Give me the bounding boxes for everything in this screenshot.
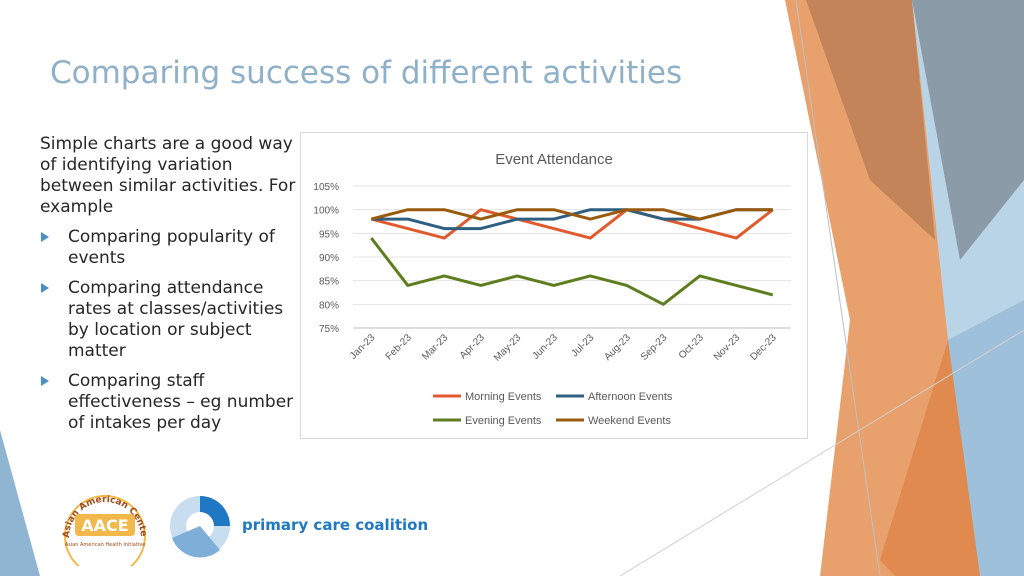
- x-tick-label: Feb-23: [384, 332, 414, 362]
- y-tick-label: 75%: [319, 324, 339, 335]
- series-line: [371, 208, 773, 231]
- slide-title: Comparing success of different activitie…: [50, 55, 683, 91]
- bullet-text: Comparing attendance rates at classes/ac…: [68, 278, 284, 361]
- bullet-item: Comparing staff effectiveness – eg numbe…: [40, 371, 298, 434]
- x-tick-label: Oct-23: [677, 332, 706, 361]
- legend-label: Morning Events: [465, 391, 542, 403]
- bullet-text: Comparing popularity of events: [68, 227, 275, 268]
- arrow-bullet-icon: [41, 376, 49, 386]
- bottom-thin-line: [619, 329, 1024, 576]
- y-tick-label: 85%: [319, 277, 339, 288]
- body-text: Simple charts are a good way of identify…: [40, 134, 298, 443]
- primary-care-coalition-logo-mark: [170, 496, 230, 558]
- x-tick-label: Sep-23: [639, 332, 670, 363]
- x-tick-label: Nov-23: [712, 332, 743, 363]
- x-tick-label: Apr-23: [458, 332, 487, 361]
- y-tick-label: 90%: [319, 253, 339, 264]
- legend-label: Weekend Events: [588, 415, 671, 427]
- x-tick-label: Mar-23: [420, 332, 450, 362]
- left-accent-shape: [0, 430, 40, 576]
- right-grey-panel: [912, 0, 1024, 260]
- aace-logo-subtext: Asian American Health Initiative: [65, 542, 145, 548]
- y-tick-label: 105%: [313, 182, 339, 193]
- chart-container: Event Attendance 75% 80% 85% 90% 95% 100% 105%…: [300, 132, 808, 439]
- bullet-text: Comparing staff effectiveness – eg numbe…: [68, 371, 294, 433]
- x-tick-label: Aug-23: [602, 332, 633, 363]
- legend-label: Evening Events: [465, 415, 542, 427]
- legend-label: Afternoon Events: [588, 391, 673, 403]
- right-orange-lower-panel: [880, 340, 980, 576]
- aace-logo-text: AACE: [81, 516, 128, 535]
- arrow-bullet-icon: [41, 283, 49, 293]
- chart-title: Event Attendance: [495, 151, 613, 168]
- y-tick-label: 95%: [319, 229, 339, 240]
- intro-text: Simple charts are a good way of identify…: [40, 134, 296, 217]
- pcc-lower-shape: [172, 526, 220, 558]
- right-thin-line: [795, 0, 881, 576]
- bullet-item: Comparing attendance rates at classes/ac…: [40, 278, 298, 362]
- series-line: [370, 208, 774, 240]
- x-tick-label: May-23: [492, 332, 524, 364]
- y-tick-label: 80%: [319, 300, 339, 311]
- aace-logo-badge: [75, 514, 135, 536]
- bullet-item: Comparing popularity of events: [40, 227, 298, 269]
- pcc-logo-text: primary care coalition: [242, 516, 429, 534]
- arrow-bullet-icon: [41, 232, 49, 242]
- y-tick-label: 100%: [313, 206, 339, 217]
- series-line: [370, 237, 774, 306]
- x-tick-label: Jan-23: [348, 332, 378, 362]
- x-tick-label: Jun-23: [530, 332, 560, 362]
- right-dark-orange-panel: [806, 0, 935, 240]
- line-chart: Event Attendance 75% 80% 85% 90% 95% 100% 105%…: [313, 151, 791, 427]
- x-tick-label: Jul-23: [569, 332, 596, 359]
- aace-logo: Asian American Center of Excellence AACE…: [55, 488, 148, 566]
- x-tick-label: Dec-23: [748, 332, 779, 363]
- series-line: [370, 208, 773, 221]
